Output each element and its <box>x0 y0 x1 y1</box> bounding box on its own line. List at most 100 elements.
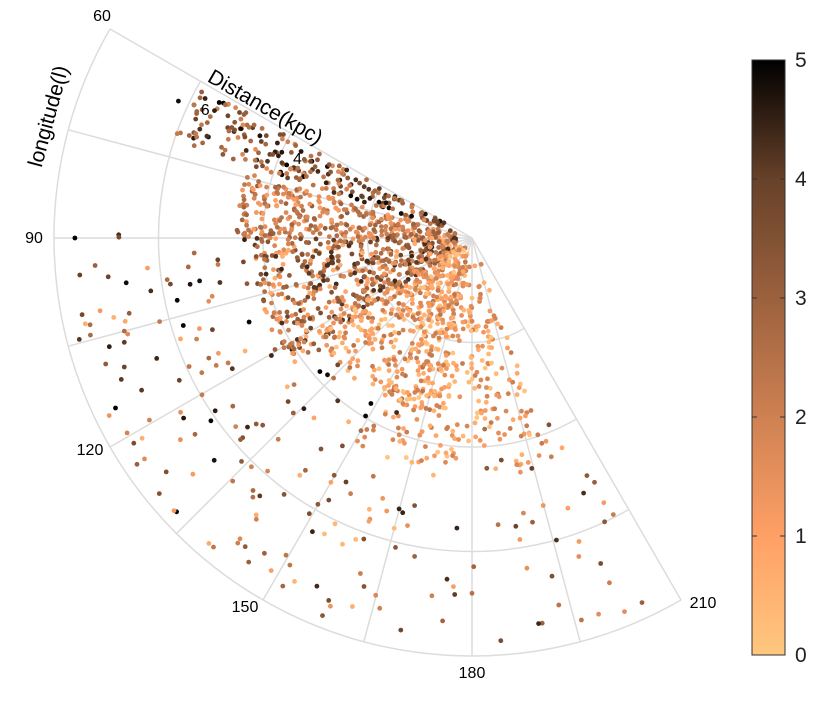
data-point <box>192 431 198 437</box>
data-point <box>391 267 396 273</box>
data-point <box>427 423 433 429</box>
data-point <box>246 124 252 130</box>
data-point <box>504 335 510 341</box>
data-point <box>486 339 492 345</box>
data-point <box>278 199 284 205</box>
data-point <box>244 219 249 225</box>
data-point <box>386 323 391 328</box>
data-point <box>154 356 160 361</box>
data-point <box>487 385 493 391</box>
data-point <box>427 263 433 268</box>
data-point <box>194 111 200 116</box>
data-point <box>379 224 384 230</box>
data-point <box>489 345 494 351</box>
data-point <box>438 443 443 448</box>
data-point <box>416 372 422 377</box>
data-point <box>273 221 279 226</box>
data-point <box>382 271 387 277</box>
data-point <box>403 235 409 240</box>
data-point <box>329 254 334 260</box>
data-point <box>194 134 200 140</box>
data-point <box>371 423 377 429</box>
data-point <box>362 328 368 334</box>
data-point <box>277 281 282 287</box>
data-point <box>213 363 219 368</box>
data-point <box>281 492 287 497</box>
data-point <box>289 222 295 228</box>
data-point <box>258 271 264 277</box>
data-point <box>297 186 303 192</box>
data-point <box>274 203 280 209</box>
data-point <box>485 376 490 382</box>
data-point <box>105 274 111 280</box>
data-point <box>349 318 355 324</box>
data-point <box>254 210 259 215</box>
data-point <box>352 270 358 276</box>
data-point <box>225 136 231 142</box>
data-point <box>316 194 322 200</box>
data-point <box>215 257 221 263</box>
data-point <box>265 468 270 474</box>
data-point <box>360 443 366 449</box>
data-point <box>483 324 489 329</box>
data-point <box>311 284 317 290</box>
data-point <box>430 229 436 235</box>
data-point <box>384 231 390 237</box>
data-point <box>288 166 294 172</box>
data-point <box>514 370 520 376</box>
data-point <box>301 284 307 290</box>
data-point <box>444 426 450 432</box>
data-point <box>399 198 405 204</box>
data-point <box>251 187 256 193</box>
data-point <box>375 325 381 331</box>
data-point <box>197 326 202 331</box>
data-point <box>343 330 348 336</box>
data-point <box>199 370 205 376</box>
data-point <box>293 311 299 317</box>
data-point <box>425 359 431 365</box>
data-point <box>452 379 458 384</box>
data-point <box>489 360 494 366</box>
distance-tick-labels: 46 <box>201 102 302 168</box>
data-point <box>418 300 423 306</box>
data-point <box>459 313 464 318</box>
data-point <box>358 318 364 324</box>
data-point <box>438 254 444 259</box>
data-point <box>319 186 325 192</box>
data-point <box>548 454 554 460</box>
data-point <box>335 362 341 368</box>
data-point <box>517 415 523 421</box>
data-point <box>178 409 184 415</box>
data-point <box>449 446 454 452</box>
data-point <box>281 285 286 290</box>
data-point <box>134 461 140 467</box>
data-point <box>499 365 505 371</box>
data-point <box>369 276 375 282</box>
data-point <box>292 300 298 306</box>
data-point <box>419 337 424 342</box>
data-point <box>452 256 458 262</box>
data-point <box>320 613 325 618</box>
data-point <box>351 343 357 348</box>
data-point <box>349 202 354 208</box>
data-point <box>237 536 243 542</box>
data-point <box>468 328 474 334</box>
data-point <box>389 380 394 385</box>
data-point <box>284 309 290 315</box>
data-point <box>339 171 345 177</box>
data-point <box>230 403 236 409</box>
data-point <box>262 224 268 230</box>
data-point <box>391 344 397 350</box>
data-point <box>465 323 471 329</box>
data-point <box>285 237 291 243</box>
data-point <box>79 312 85 318</box>
data-point <box>352 301 358 306</box>
data-point <box>257 183 263 188</box>
data-point <box>357 180 362 186</box>
data-point <box>423 406 429 411</box>
data-point <box>436 245 442 250</box>
data-point <box>508 350 514 355</box>
data-point <box>242 237 247 243</box>
data-point <box>181 415 187 421</box>
data-point <box>331 350 337 356</box>
